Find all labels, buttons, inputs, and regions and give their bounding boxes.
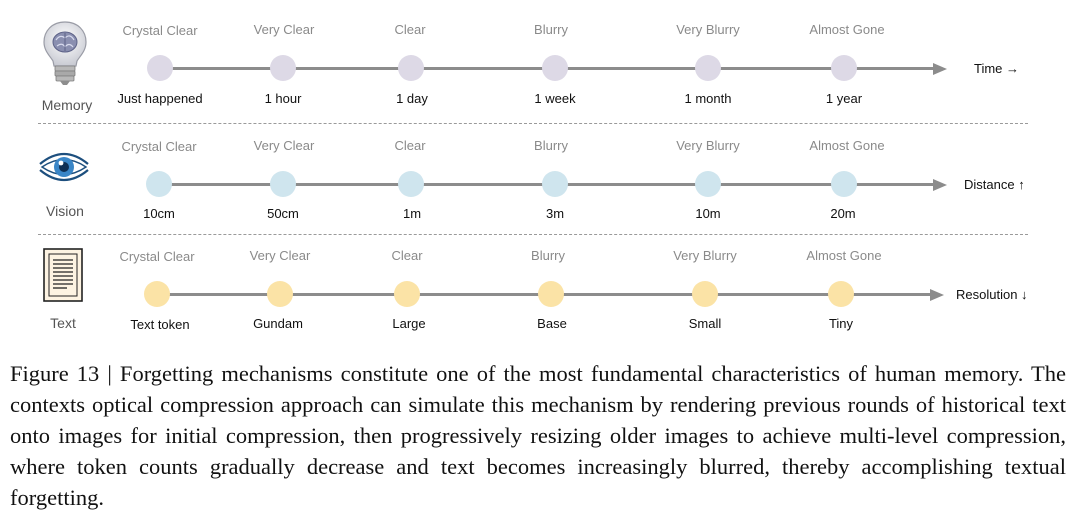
vision-dot xyxy=(146,171,172,197)
eye-icon xyxy=(39,152,89,182)
distance-tick-label: 50cm xyxy=(267,206,299,221)
time-tick-label: 1 month xyxy=(684,91,732,106)
clarity-label: Almost Gone xyxy=(806,248,882,263)
memory-dot xyxy=(695,55,721,81)
lightbulb-brain-icon xyxy=(43,21,87,85)
distance-tick-label: 1m xyxy=(402,206,422,221)
clarity-label: Very Clear xyxy=(249,248,311,263)
axis-title-distance: Distance ↑ xyxy=(964,177,1025,192)
time-tick-label: 1 year xyxy=(825,91,863,106)
distance-tick-label: 10m xyxy=(695,206,721,221)
text-dot xyxy=(394,281,420,307)
clarity-label: Crystal Clear xyxy=(119,249,195,264)
vision-dot xyxy=(398,171,424,197)
resolution-tick-label: Base xyxy=(537,316,567,331)
time-tick-label: 1 day xyxy=(396,91,428,106)
clarity-label: Very Blurry xyxy=(673,248,737,263)
memory-dot xyxy=(831,55,857,81)
clarity-label: Crystal Clear xyxy=(122,23,198,38)
clarity-label: Clear xyxy=(394,138,426,153)
clarity-label: Blurry xyxy=(531,248,565,263)
resolution-axis-arrow xyxy=(930,288,944,301)
clarity-label: Very Blurry xyxy=(676,138,740,153)
time-tick-label: 1 week xyxy=(534,91,576,106)
memory-dot xyxy=(398,55,424,81)
resolution-tick-label: Text token xyxy=(130,317,190,332)
vision-dot xyxy=(695,171,721,197)
distance-tick-label: 20m xyxy=(830,206,856,221)
memory-dot xyxy=(270,55,296,81)
clarity-label: Almost Gone xyxy=(809,138,885,153)
vision-dot xyxy=(270,171,296,197)
distance-axis-arrow xyxy=(933,178,947,191)
row-label-text: Text xyxy=(50,315,76,331)
clarity-label: Blurry xyxy=(534,22,568,37)
time-axis-arrow xyxy=(933,62,947,75)
figure-caption: Figure 13 | Forgetting mechanisms consti… xyxy=(10,361,1066,510)
text-dot xyxy=(692,281,718,307)
distance-tick-label: 3m xyxy=(545,206,565,221)
axis-title-resolution: Resolution ↓ xyxy=(956,287,1028,302)
clarity-label: Clear xyxy=(391,248,423,263)
section-divider xyxy=(38,234,1028,235)
row-label-memory: Memory xyxy=(41,97,93,113)
section-divider xyxy=(38,123,1028,124)
resolution-tick-label: Gundam xyxy=(253,316,303,331)
text-dot xyxy=(144,281,170,307)
axis-title-time: Time → xyxy=(974,61,1020,76)
clarity-label: Blurry xyxy=(534,138,568,153)
memory-dot xyxy=(147,55,173,81)
document-icon xyxy=(43,248,83,302)
clarity-label: Crystal Clear xyxy=(121,139,197,154)
distance-tick-label: 10cm xyxy=(143,206,175,221)
text-dot xyxy=(538,281,564,307)
resolution-tick-label: Small xyxy=(688,316,722,331)
clarity-label: Very Blurry xyxy=(676,22,740,37)
text-dot xyxy=(267,281,293,307)
time-tick-label: Just happened xyxy=(117,91,203,106)
text-dot xyxy=(828,281,854,307)
memory-dot xyxy=(542,55,568,81)
vision-dot xyxy=(831,171,857,197)
clarity-label: Very Clear xyxy=(253,138,315,153)
clarity-label: Almost Gone xyxy=(809,22,885,37)
vision-dot xyxy=(542,171,568,197)
clarity-label: Clear xyxy=(394,22,426,37)
time-tick-label: 1 hour xyxy=(264,91,302,106)
row-label-vision: Vision xyxy=(46,203,84,219)
clarity-label: Very Clear xyxy=(253,22,315,37)
resolution-tick-label: Large xyxy=(392,316,426,331)
resolution-tick-label: Tiny xyxy=(828,316,854,331)
